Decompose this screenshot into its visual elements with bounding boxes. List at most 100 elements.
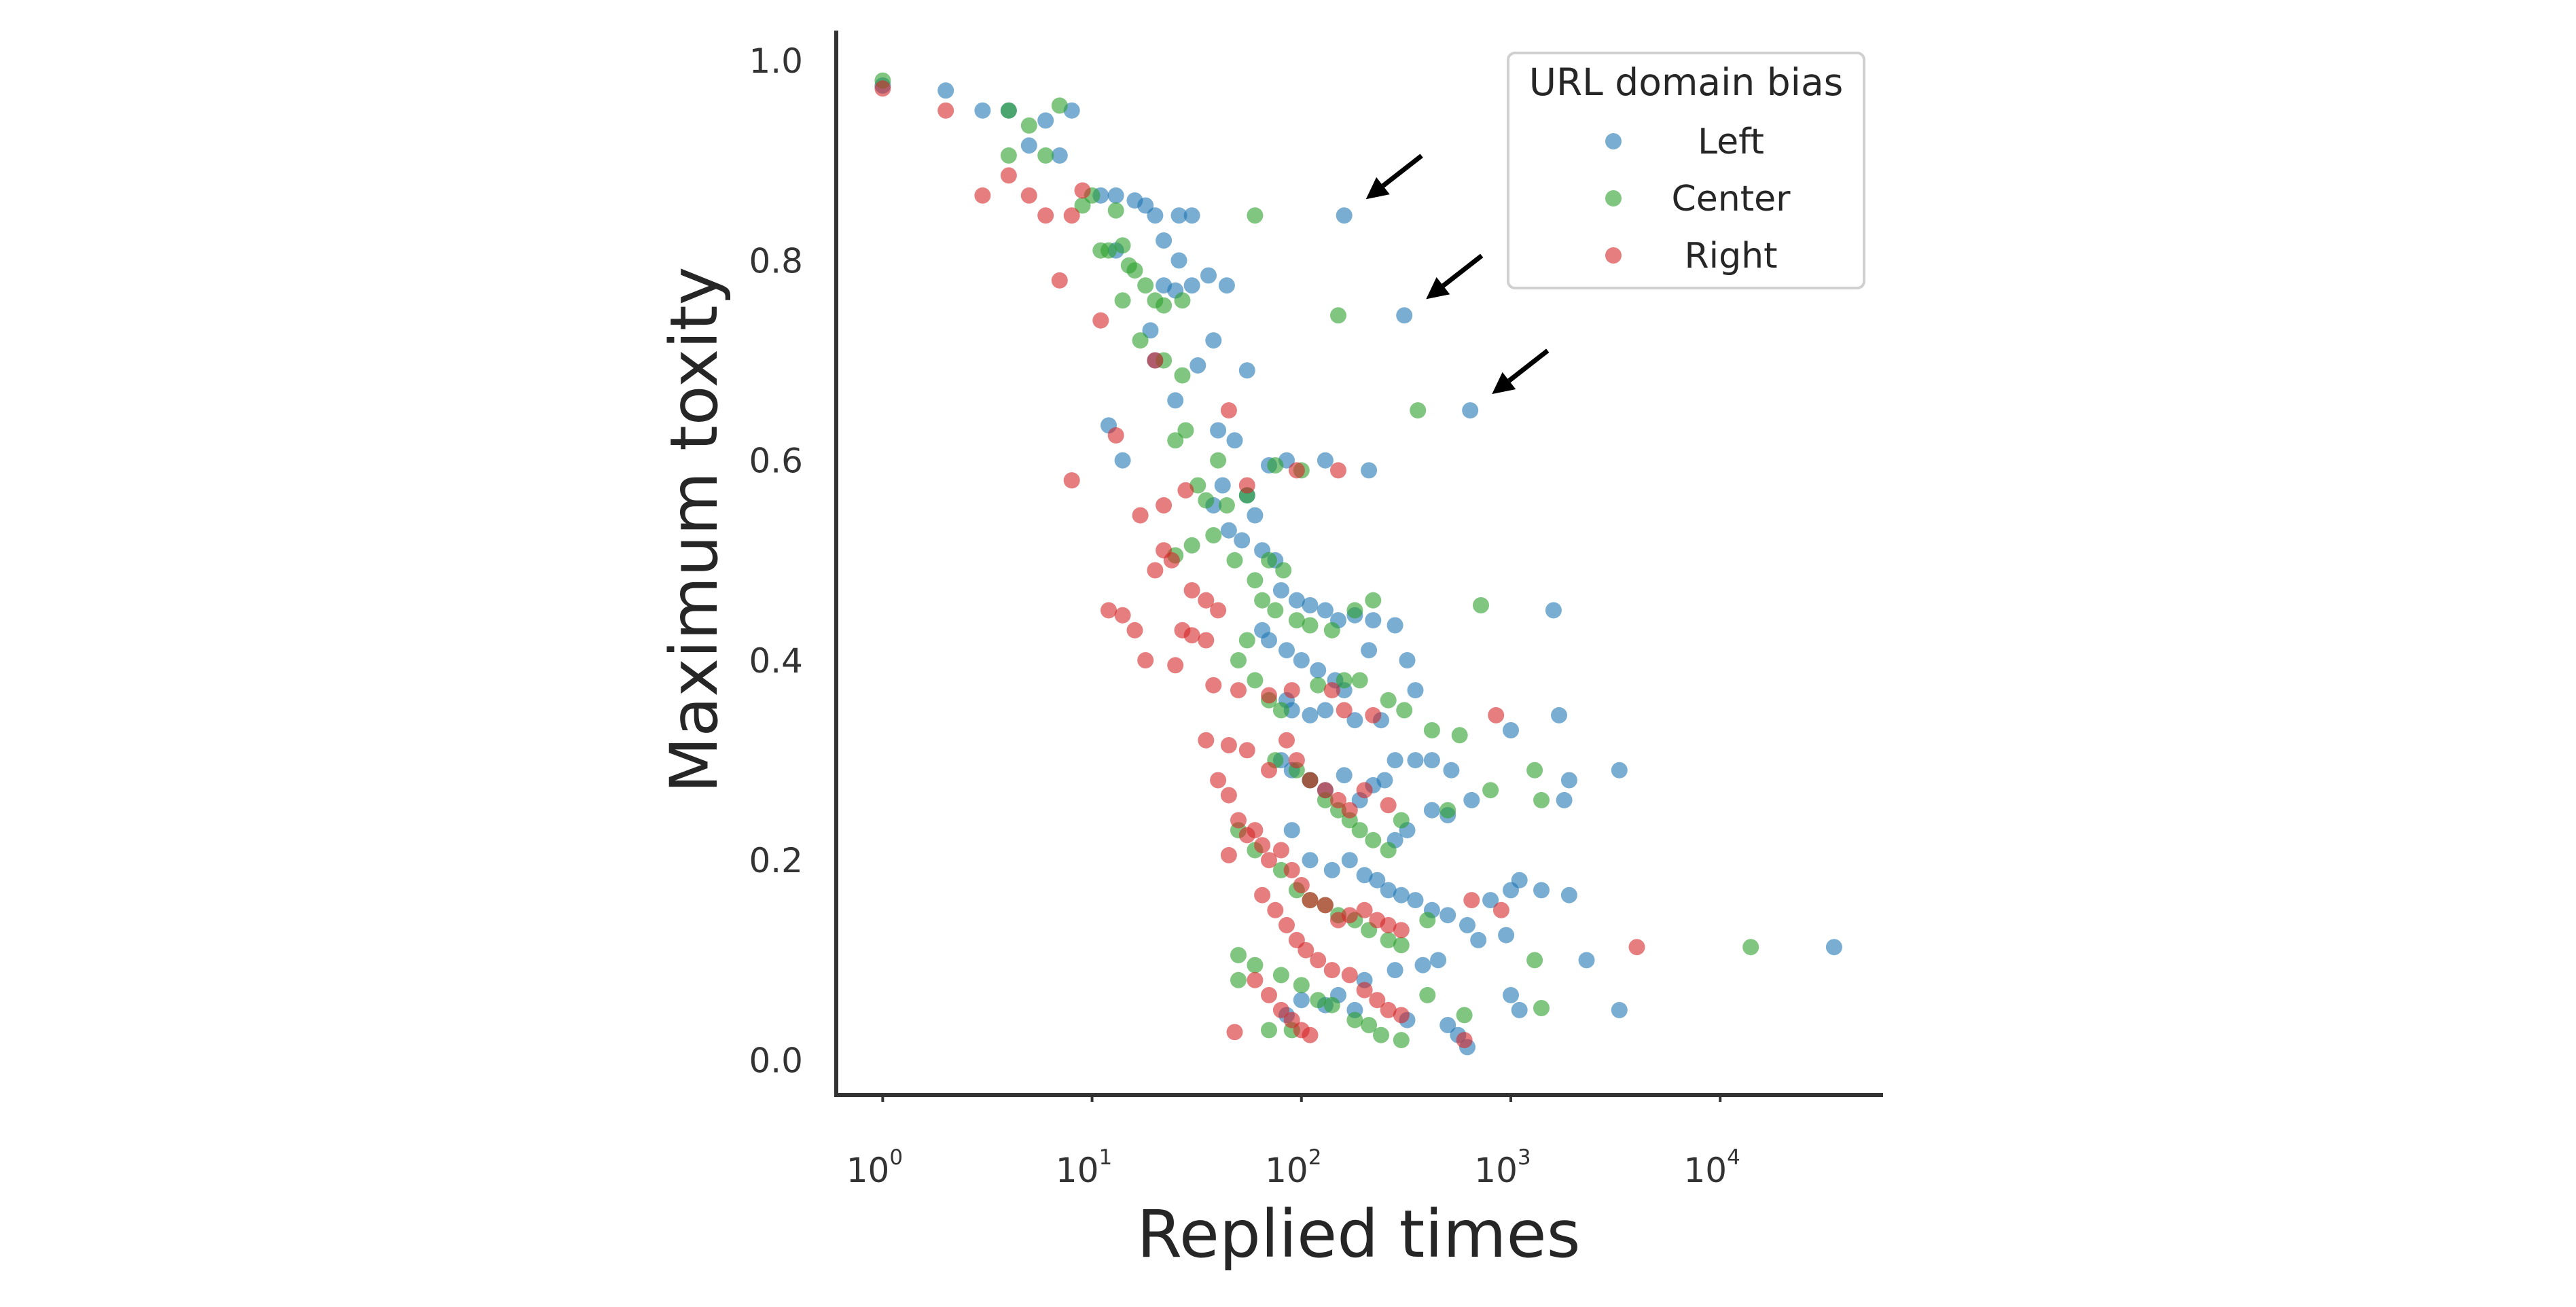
point-center-34 [1205, 527, 1222, 543]
annotation-arrows [1365, 154, 1550, 395]
point-left-76 [1336, 767, 1353, 784]
point-center-3 [1051, 97, 1068, 114]
point-center-53 [1310, 677, 1327, 694]
point-right-65 [1302, 892, 1319, 909]
point-left-86 [1551, 706, 1567, 723]
point-left-124 [1439, 1017, 1456, 1033]
point-center-91 [1310, 992, 1327, 1009]
point-left-112 [1470, 931, 1487, 948]
point-right-10 [1147, 352, 1164, 369]
point-left-65 [1407, 682, 1424, 699]
point-center-30 [1218, 497, 1235, 514]
point-center-54 [1336, 672, 1353, 689]
point-right-73 [1254, 887, 1271, 903]
point-right-14 [1132, 507, 1149, 524]
point-right-81 [1356, 982, 1373, 999]
point-center-40 [1247, 572, 1264, 589]
point-left-49 [1288, 592, 1305, 609]
point-right-91 [1226, 1024, 1243, 1041]
point-left-88 [1556, 791, 1573, 808]
point-center-15 [1137, 277, 1154, 294]
point-right-32 [1137, 652, 1154, 668]
point-left-6 [1020, 137, 1037, 154]
point-right-59 [1254, 837, 1271, 854]
point-left-103 [1407, 892, 1424, 909]
point-right-0 [874, 80, 891, 97]
point-left-17 [1170, 252, 1187, 269]
point-center-99 [1526, 952, 1543, 969]
point-right-53 [1488, 706, 1505, 723]
point-center-73 [1526, 762, 1543, 778]
point-left-90 [1463, 791, 1480, 808]
point-center-88 [1247, 956, 1264, 973]
legend-items: Left Center Right [1605, 122, 1791, 276]
point-left-79 [1376, 772, 1393, 789]
legend: URL domain bias Left Center Right [1507, 52, 1865, 289]
point-left-22 [1218, 277, 1235, 294]
point-left-21 [1200, 267, 1217, 284]
y-tick-label-0.4: 0.4 [749, 641, 803, 681]
series-center [874, 72, 1759, 1049]
legend-item-left: Left [1605, 122, 1764, 162]
point-left-95 [1283, 822, 1300, 839]
point-left-129 [1611, 1001, 1628, 1018]
point-center-72 [1482, 782, 1499, 799]
point-left-25 [1336, 207, 1353, 224]
y-axis-title: Maximum toxity [656, 267, 732, 793]
point-right-35 [1230, 682, 1247, 699]
point-center-71 [1439, 802, 1456, 819]
point-right-8 [1051, 272, 1068, 289]
point-center-86 [1419, 912, 1436, 929]
point-right-93 [1492, 901, 1509, 918]
point-left-99 [1356, 867, 1373, 884]
point-right-69 [1356, 901, 1373, 918]
point-left-59 [1293, 652, 1310, 668]
point-left-55 [1387, 617, 1403, 634]
point-left-63 [1361, 642, 1378, 659]
point-left-117 [1414, 956, 1431, 973]
point-center-97 [1419, 986, 1436, 1003]
point-right-34 [1205, 677, 1222, 694]
legend-marker-center [1605, 190, 1622, 207]
point-right-47 [1302, 772, 1319, 789]
point-left-80 [1387, 752, 1403, 769]
point-right-43 [1238, 742, 1255, 759]
point-right-77 [1298, 942, 1314, 959]
point-left-70 [1346, 712, 1363, 729]
point-left-115 [1825, 939, 1842, 956]
point-right-26 [1101, 602, 1117, 619]
point-left-89 [1611, 762, 1628, 778]
point-right-19 [1330, 462, 1346, 479]
point-right-33 [1167, 657, 1184, 674]
point-right-87 [1272, 1001, 1289, 1018]
point-center-10 [1101, 242, 1117, 259]
point-left-39 [1361, 462, 1378, 479]
point-right-21 [1163, 552, 1180, 569]
point-center-59 [1473, 597, 1489, 613]
point-center-22 [1132, 332, 1149, 349]
point-left-26 [1396, 307, 1413, 324]
point-left-24 [1205, 332, 1222, 349]
point-left-118 [1387, 962, 1403, 979]
x-tick-label-4: 104 [1683, 1145, 1740, 1190]
point-center-90 [1293, 977, 1310, 994]
point-right-80 [1341, 967, 1358, 984]
point-right-6 [1063, 207, 1080, 224]
point-left-12 [1147, 207, 1164, 224]
point-left-100 [1369, 872, 1386, 889]
point-right-51 [1356, 782, 1373, 799]
point-center-55 [1351, 672, 1368, 689]
point-left-20 [1183, 277, 1200, 294]
point-center-58 [1423, 722, 1440, 738]
point-center-48 [1238, 632, 1255, 649]
point-right-71 [1380, 916, 1397, 933]
points-layer [874, 72, 1842, 1056]
point-center-27 [1210, 452, 1227, 469]
point-left-57 [1261, 632, 1277, 649]
y-tick-label-0.8: 0.8 [749, 241, 803, 281]
point-center-42 [1267, 602, 1284, 619]
point-right-72 [1393, 922, 1410, 939]
point-right-68 [1341, 907, 1358, 924]
point-left-7 [1051, 147, 1068, 164]
